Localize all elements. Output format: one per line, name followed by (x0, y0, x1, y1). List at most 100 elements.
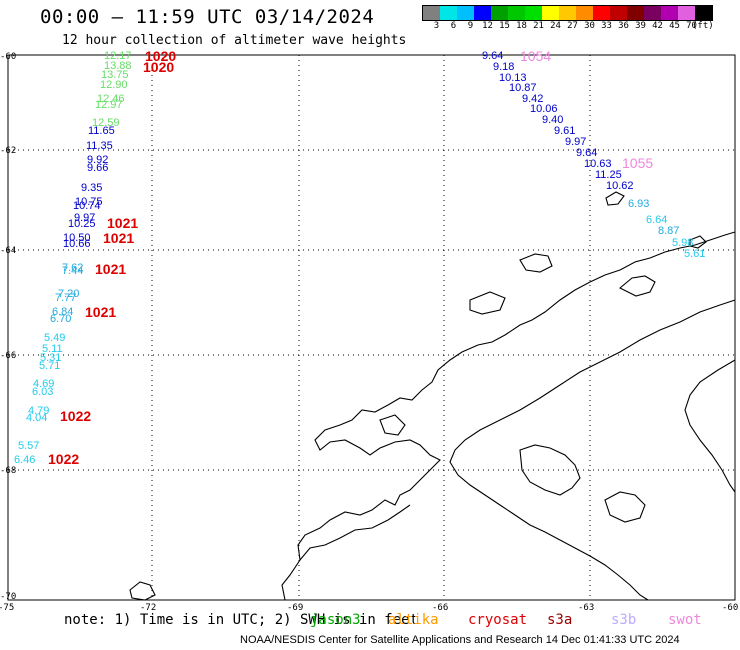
colorbar-label: 45 (669, 21, 680, 31)
wave-height-label: 10.62 (606, 180, 634, 192)
wave-height-label: 4.04 (26, 412, 48, 424)
wave-height-label: 10.06 (530, 103, 558, 115)
colorbar-label: 36 (618, 21, 629, 31)
wave-height-label: 9.35 (81, 182, 103, 194)
wave-height-label: 7.62 (62, 262, 84, 274)
wave-height-label: 6.46 (14, 454, 36, 466)
wave-height-label: 10.74 (73, 200, 101, 212)
lon-tick: -69 (287, 603, 304, 613)
pressure-label: 1022 (60, 408, 92, 424)
wave-height-label: 5.61 (684, 248, 706, 260)
colorbar-label: 24 (550, 21, 561, 31)
wave-height-label: 11.65 (88, 125, 115, 137)
lat-tick: -66 (0, 351, 17, 361)
wave-height-label: 4.69 (33, 378, 55, 390)
lon-tick: -72 (140, 603, 157, 613)
wave-height-label: 9.61 (554, 125, 576, 137)
graticule (8, 55, 735, 600)
lon-tick: -60 (722, 603, 739, 613)
wave-height-label: 10.63 (584, 158, 612, 170)
wave-height-label: 11.35 (86, 140, 113, 152)
wave-height-label: 4.79 (28, 405, 50, 417)
colorbar-label: 30 (584, 21, 595, 31)
wave-height-label: 9.64 (576, 147, 598, 159)
pressure-label: 1021 (85, 304, 117, 320)
wave-height-label: 12.17 (104, 50, 132, 62)
wave-height-label: 12.90 (100, 79, 128, 91)
footnote: note: 1) Time is in UTC; 2) SWH is in fe… (64, 612, 419, 628)
pressure-label: 1020 (143, 59, 175, 75)
colorbar-label: (ft) (692, 21, 714, 31)
colorbar-swatch (695, 6, 712, 20)
colorbar-label: 15 (499, 21, 510, 31)
pressure-label: 1054 (520, 48, 552, 64)
colorbar-label: 33 (601, 21, 612, 31)
wave-height-label: 10.25 (68, 218, 96, 230)
wave-height-label: 10.75 (75, 196, 103, 208)
colorbar-swatch (593, 6, 610, 20)
pressure-label: 1021 (103, 230, 135, 246)
wave-height-label: 6.70 (50, 313, 72, 325)
colorbar-swatch (559, 6, 576, 20)
wave-height-label: 13.88 (104, 60, 132, 72)
wave-height-label: 6.64 (646, 214, 668, 226)
wave-height-label: 5.11 (42, 343, 63, 355)
wave-height-label: 6.03 (32, 386, 54, 398)
page-subtitle: 12 hour collection of altimeter wave hei… (62, 33, 407, 48)
lat-tick: -68 (0, 466, 17, 476)
lat-tick: -64 (0, 246, 17, 256)
wave-height-label: 10.13 (499, 72, 527, 84)
wave-height-label: 5.71 (39, 360, 61, 372)
lon-tick: -75 (0, 603, 15, 613)
colorbar-swatch (627, 6, 644, 20)
colorbar-label: 21 (533, 21, 544, 31)
wave-height-label: 9.66 (87, 162, 109, 174)
satellite-legend-s3b: s3b (611, 612, 637, 628)
wave-height-label: 12.46 (97, 93, 125, 105)
wave-height-label: 9.97 (565, 136, 587, 148)
wave-height-label: 12.59 (92, 117, 120, 129)
credit-line: NOAA/NESDIS Center for Satellite Applica… (240, 634, 680, 646)
colorbar-label: 3 (433, 21, 440, 31)
lon-tick: -63 (578, 603, 595, 613)
wave-height-label: 6.84 (52, 306, 74, 318)
wave-height-label: 12.97 (95, 99, 123, 111)
pressure-label: 1022 (48, 451, 80, 467)
satellite-legend-cryosat: cryosat (468, 612, 528, 628)
colorbar (422, 5, 713, 21)
wave-height-label: 9.18 (493, 61, 515, 73)
wave-height-label: 7.20 (58, 288, 80, 300)
colorbar-swatch (491, 6, 508, 20)
colorbar-swatch (440, 6, 457, 20)
wave-height-label: 5.57 (18, 440, 40, 452)
wave-height-label: 5.31 (40, 352, 62, 364)
colorbar-label: 9 (467, 21, 474, 31)
colorbar-label: 42 (652, 21, 663, 31)
colorbar-swatch (525, 6, 542, 20)
wave-height-label: 10.87 (509, 82, 537, 94)
wave-height-label: 7.44 (62, 265, 84, 277)
wave-height-label: 10.66 (63, 238, 91, 250)
pressure-label: 1020 (145, 48, 177, 64)
lat-tick: -62 (0, 146, 17, 156)
colorbar-swatch (644, 6, 661, 20)
wave-height-label: 9.64 (482, 50, 504, 62)
colorbar-swatch (576, 6, 593, 20)
colorbar-swatch (678, 6, 695, 20)
pressure-label: 1055 (622, 155, 654, 171)
colorbar-label: 12 (482, 21, 493, 31)
colorbar-swatch (423, 6, 440, 20)
satellite-legend-swot: swot (668, 612, 702, 628)
lat-tick: -70 (0, 592, 17, 602)
wave-height-label: 6.93 (628, 198, 650, 210)
colorbar-swatch (542, 6, 559, 20)
colorbar-swatch (661, 6, 678, 20)
wave-height-label: 13.75 (101, 69, 129, 81)
wave-height-label: 10.50 (63, 232, 91, 244)
colorbar-label: 6 (450, 21, 457, 31)
pressure-label: 1021 (95, 261, 127, 277)
wave-height-label: 9.92 (87, 154, 109, 166)
colorbar-swatch (474, 6, 491, 20)
map-frame (7, 54, 736, 601)
